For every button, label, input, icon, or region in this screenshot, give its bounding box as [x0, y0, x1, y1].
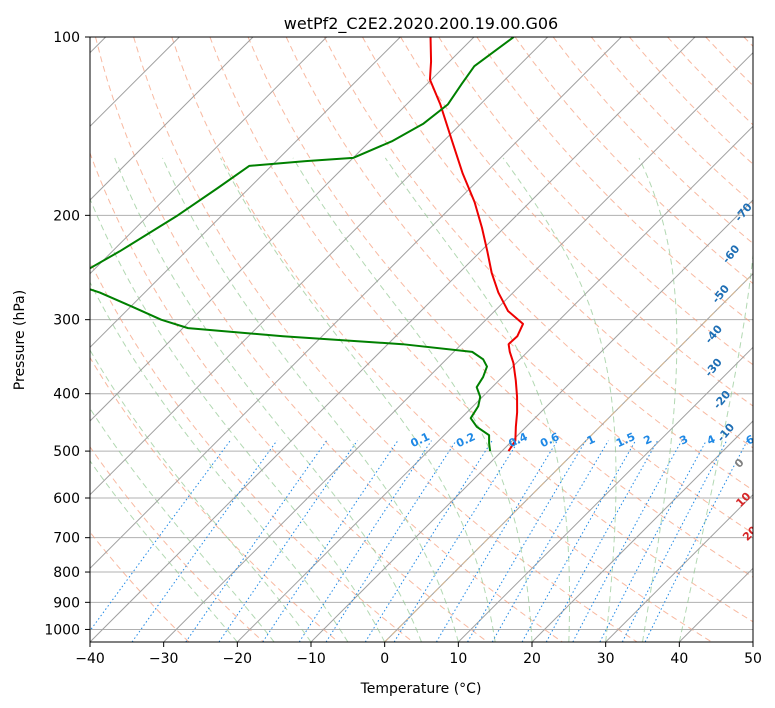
freezing-isotherm-line — [384, 272, 753, 642]
mixing-ratio-line — [435, 440, 558, 642]
plot-frame — [89, 36, 754, 643]
y-tick-label: 500 — [53, 444, 80, 460]
y-tick-label: 400 — [53, 387, 80, 403]
dry-adiabat-label: -80 — [749, 158, 772, 182]
y-tick-label: 100 — [53, 30, 80, 46]
isotherm-line — [236, 125, 753, 642]
mixing-ratio-line — [521, 440, 637, 642]
x-tick-label: 50 — [744, 651, 762, 667]
x-tick-label: 0 — [380, 651, 389, 667]
dry-adiabat-line — [438, 37, 753, 366]
dry-adiabat-line — [476, 37, 753, 325]
moist-adiabat-line — [90, 349, 312, 642]
axes: −40 −30 −20 −10 0 10 20 30 40 50 100 200 300 400 500 60… — [44, 30, 762, 667]
dry-adiabat-line — [209, 37, 753, 623]
moist-adiabat-line — [292, 157, 533, 642]
isotherm-line — [531, 420, 753, 642]
dry-adiabat-line — [133, 37, 638, 642]
isotherm-line — [90, 37, 696, 642]
moist-adiabat-line — [220, 157, 496, 642]
x-tick-label: −10 — [296, 651, 326, 667]
moist-adiabat-line — [678, 250, 753, 642]
x-axis-label: Temperature (°C) — [360, 681, 482, 697]
x-tick-label: 20 — [523, 651, 541, 667]
isotherm-line — [605, 493, 753, 642]
y-tick-label: 600 — [53, 491, 80, 507]
moist-adiabat-line — [502, 157, 617, 642]
x-tick-label: 40 — [670, 651, 688, 667]
mixing-ratio-line — [218, 440, 358, 642]
y-tick-label: 200 — [53, 208, 80, 224]
isotherm-line — [163, 51, 753, 642]
moist-adiabat-label: 30 — [750, 558, 770, 578]
mixing-ratio-line — [545, 440, 659, 642]
mixing-ratio-line — [325, 440, 457, 642]
x-tick-label: 30 — [597, 651, 615, 667]
mixing-ratio-line — [131, 440, 278, 642]
y-tick-label: 1000 — [44, 622, 80, 638]
dry-adiabat-line — [90, 445, 264, 642]
dry-adiabat-line — [514, 37, 753, 285]
dry-adiabat-line — [90, 356, 339, 642]
dry-adiabat-line — [95, 37, 563, 642]
isotherm-line — [90, 37, 475, 422]
dry-adiabat-line — [323, 37, 753, 491]
dry-adiabat-line — [247, 37, 753, 578]
background-lines — [90, 37, 753, 642]
chart-title: wetPf2_C2E2.2020.200.19.00.G06 — [284, 14, 558, 34]
moist-adiabat-line — [90, 197, 386, 642]
mixing-ratio-line — [644, 440, 748, 642]
mixing-ratio-line — [393, 440, 520, 642]
moist-adiabat-line — [114, 157, 422, 642]
dewpoint-profile-line — [90, 37, 515, 452]
isotherm-line — [90, 37, 254, 201]
mixing-ratio-line — [298, 440, 432, 642]
mixing-ratio-line — [364, 440, 493, 642]
moist-adiabat-line — [90, 281, 349, 642]
x-tick-label: −20 — [223, 651, 253, 667]
isotherm-line — [310, 199, 753, 642]
y-tick-label: 300 — [53, 313, 80, 329]
dry-adiabat-line — [90, 151, 488, 642]
x-tick-label: −40 — [75, 651, 105, 667]
dry-adiabat-line — [285, 37, 753, 534]
y-tick-label: 900 — [53, 595, 80, 611]
mixing-ratio-label: 6 — [744, 432, 757, 447]
moist-adiabat-line — [384, 157, 571, 642]
isotherm-line — [457, 346, 753, 642]
isotherm-line — [90, 37, 401, 349]
isotherm-line — [90, 37, 328, 275]
temperature-profile-line — [428, 37, 524, 452]
moist-adiabat-line — [162, 157, 459, 642]
moist-adiabat-line — [638, 157, 678, 642]
plot-area — [90, 37, 753, 642]
mixing-ratio-line — [572, 440, 683, 642]
y-tick-label: 800 — [53, 565, 80, 581]
sounding-profiles — [90, 37, 524, 452]
mixing-ratio-line — [185, 440, 328, 642]
isotherm-line — [90, 37, 549, 496]
dry-adiabat-line — [171, 37, 713, 642]
mixing-ratio-line — [90, 440, 231, 632]
mixing-ratio-line — [262, 440, 399, 642]
moist-adiabat-line — [90, 459, 238, 642]
x-tick-label: 10 — [449, 651, 467, 667]
y-axis-label: Pressure (hPa) — [12, 290, 28, 390]
moist-adiabat-line — [90, 407, 275, 642]
mixing-ratio-line — [467, 440, 587, 642]
y-tick-label: 700 — [53, 531, 80, 547]
x-tick-label: −30 — [149, 651, 179, 667]
